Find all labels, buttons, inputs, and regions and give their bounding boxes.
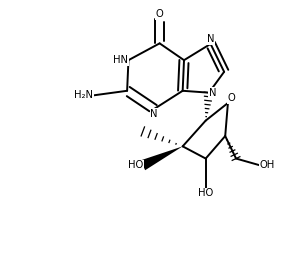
- Text: OH: OH: [260, 160, 275, 170]
- Text: H₂N: H₂N: [74, 91, 93, 100]
- Text: N: N: [151, 109, 158, 119]
- Text: HO: HO: [128, 160, 143, 170]
- Text: O: O: [228, 93, 236, 103]
- Polygon shape: [141, 146, 183, 170]
- Text: N: N: [207, 34, 214, 44]
- Text: N: N: [209, 88, 216, 98]
- Text: HN: HN: [113, 55, 128, 65]
- Text: O: O: [156, 9, 164, 19]
- Text: HO: HO: [198, 188, 213, 198]
